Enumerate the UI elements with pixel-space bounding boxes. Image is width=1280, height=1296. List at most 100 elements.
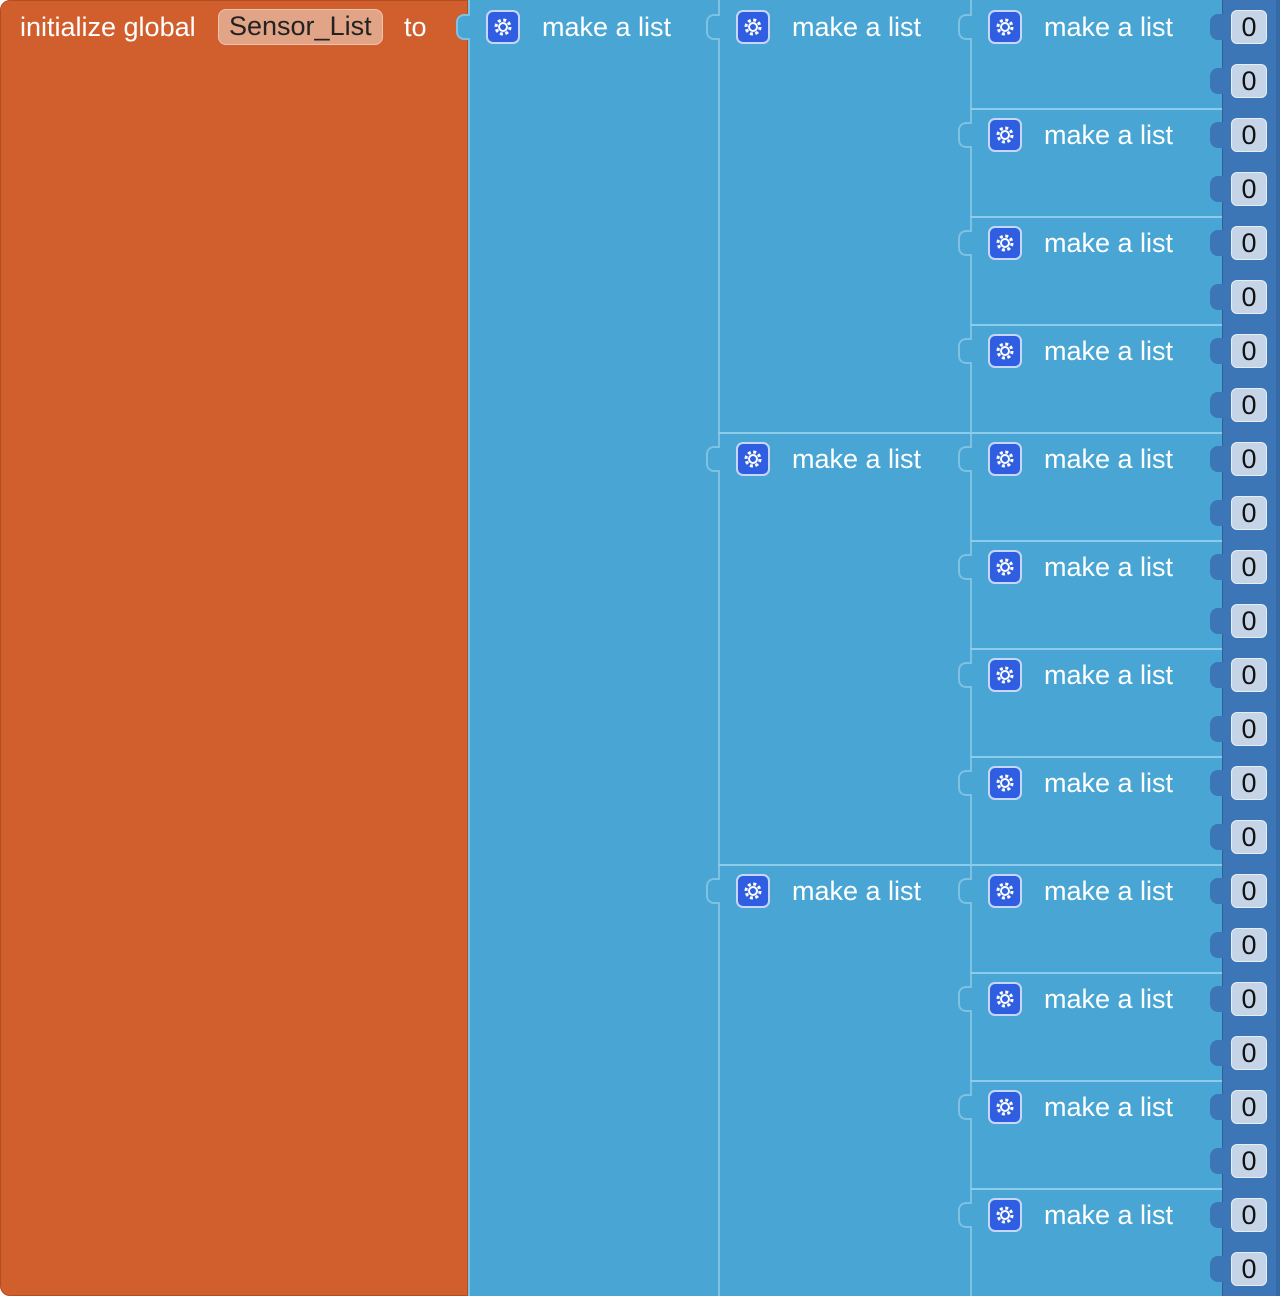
make-a-list-label: make a list [1044, 1092, 1174, 1122]
make-a-list-label: make a list [1044, 228, 1174, 258]
number-field[interactable]: 0 [1231, 226, 1267, 260]
gear-icon[interactable] [988, 118, 1022, 152]
make-a-list-label: make a list [1044, 984, 1174, 1014]
make-a-list-label: make a list [542, 12, 672, 42]
number-plug [1210, 770, 1224, 796]
number-field[interactable]: 0 [1231, 1252, 1267, 1286]
number-field[interactable]: 0 [1231, 1036, 1267, 1070]
block-divider [970, 648, 1222, 650]
input-socket [958, 122, 972, 148]
block-divider [718, 432, 970, 434]
number-field[interactable]: 0 [1231, 982, 1267, 1016]
input-socket [958, 554, 972, 580]
number-plug [1210, 122, 1224, 148]
gear-icon[interactable] [988, 658, 1022, 692]
number-field[interactable]: 0 [1231, 10, 1267, 44]
input-socket [958, 662, 972, 688]
number-field[interactable]: 0 [1231, 658, 1267, 692]
number-plug [1210, 608, 1224, 634]
block-divider [970, 1080, 1222, 1082]
block-divider [970, 432, 1222, 434]
gear-icon[interactable] [988, 334, 1022, 368]
gear-icon[interactable] [736, 874, 770, 908]
number-plug [1210, 176, 1224, 202]
initialize-global-block[interactable] [0, 0, 468, 1296]
number-field[interactable]: 0 [1231, 118, 1267, 152]
input-socket [958, 878, 972, 904]
number-field[interactable]: 0 [1231, 1090, 1267, 1124]
make-a-list-label: make a list [792, 444, 922, 474]
number-plug [1210, 824, 1224, 850]
input-socket [958, 986, 972, 1012]
number-field[interactable]: 0 [1231, 64, 1267, 98]
block-divider [970, 540, 1222, 542]
number-plug [1210, 446, 1224, 472]
gear-icon[interactable] [736, 10, 770, 44]
number-field[interactable]: 0 [1231, 388, 1267, 422]
number-field[interactable]: 0 [1231, 442, 1267, 476]
make-a-list-label: make a list [1044, 336, 1174, 366]
number-field[interactable]: 0 [1231, 874, 1267, 908]
number-field[interactable]: 0 [1231, 820, 1267, 854]
number-plug [1210, 1256, 1224, 1282]
input-socket [706, 446, 720, 472]
make-a-list-label: make a list [792, 12, 922, 42]
gear-icon[interactable] [988, 1090, 1022, 1124]
gear-icon[interactable] [988, 982, 1022, 1016]
number-field[interactable]: 0 [1231, 334, 1267, 368]
number-field[interactable]: 0 [1231, 712, 1267, 746]
input-socket [456, 14, 470, 40]
gear-icon[interactable] [486, 10, 520, 44]
make-a-list-label: make a list [1044, 552, 1174, 582]
gear-icon[interactable] [736, 442, 770, 476]
gear-icon[interactable] [988, 442, 1022, 476]
block-divider [970, 972, 1222, 974]
number-field[interactable]: 0 [1231, 766, 1267, 800]
gear-icon[interactable] [988, 550, 1022, 584]
number-field[interactable]: 0 [1231, 1198, 1267, 1232]
input-socket [958, 14, 972, 40]
to-label: to [404, 12, 427, 42]
number-plug [1210, 716, 1224, 742]
variable-name-field[interactable]: Sensor_List [218, 9, 383, 45]
number-plug [1210, 500, 1224, 526]
number-plug [1210, 932, 1224, 958]
block-edge [1276, 0, 1280, 1296]
number-field[interactable]: 0 [1231, 280, 1267, 314]
block-divider [970, 108, 1222, 110]
number-field[interactable]: 0 [1231, 496, 1267, 530]
gear-icon[interactable] [988, 10, 1022, 44]
number-plug [1210, 1040, 1224, 1066]
block-divider [970, 864, 1222, 866]
gear-icon[interactable] [988, 226, 1022, 260]
input-socket [706, 14, 720, 40]
number-field[interactable]: 0 [1231, 928, 1267, 962]
number-field[interactable]: 0 [1231, 604, 1267, 638]
input-socket [958, 230, 972, 256]
gear-icon[interactable] [988, 874, 1022, 908]
number-plug [1210, 1202, 1224, 1228]
number-plug [1210, 554, 1224, 580]
number-field[interactable]: 0 [1231, 1144, 1267, 1178]
number-field[interactable]: 0 [1231, 550, 1267, 584]
number-plug [1210, 338, 1224, 364]
number-plug [1210, 14, 1224, 40]
make-a-list-label: make a list [1044, 12, 1174, 42]
make-a-list-label: make a list [1044, 120, 1174, 150]
number-plug [1210, 878, 1224, 904]
make-a-list-label: make a list [792, 876, 922, 906]
input-socket [958, 446, 972, 472]
make-a-list-label: make a list [1044, 660, 1174, 690]
make-a-list-label: make a list [1044, 444, 1174, 474]
input-socket [706, 878, 720, 904]
number-plug [1210, 284, 1224, 310]
block-divider [970, 1188, 1222, 1190]
number-field[interactable]: 0 [1231, 172, 1267, 206]
gear-icon[interactable] [988, 766, 1022, 800]
block-divider [970, 324, 1222, 326]
number-plug [1210, 662, 1224, 688]
gear-icon[interactable] [988, 1198, 1022, 1232]
input-socket [958, 338, 972, 364]
make-a-list-label: make a list [1044, 876, 1174, 906]
